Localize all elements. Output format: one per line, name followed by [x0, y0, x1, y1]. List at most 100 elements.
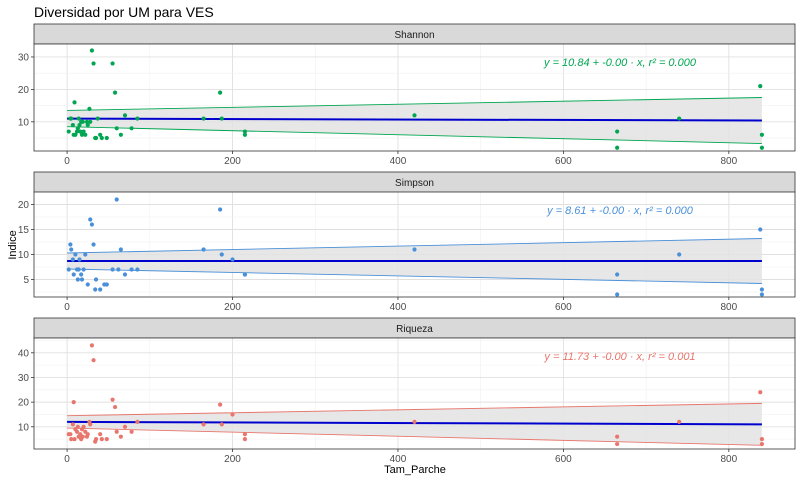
y-tick-label: 20	[18, 398, 30, 409]
data-point	[219, 252, 224, 257]
data-point	[242, 432, 248, 437]
data-point	[89, 48, 95, 53]
x-tick-label: 600	[555, 156, 572, 167]
data-point	[88, 119, 93, 124]
panel-border	[33, 191, 796, 298]
data-point	[122, 113, 128, 118]
data-point	[114, 429, 119, 434]
data-point	[104, 135, 109, 141]
x-tick-label: 200	[224, 156, 241, 167]
data-point	[79, 132, 85, 137]
y-tick-label: 20	[18, 200, 30, 211]
data-point	[77, 122, 82, 128]
data-point	[85, 432, 90, 437]
data-point	[615, 145, 620, 150]
y-tick-label: 40	[18, 348, 30, 359]
band-lower-line	[67, 126, 762, 144]
chart-panels: Shannon y = 10.84 + -0.00 · x, r² = 0.000…	[18, 23, 796, 465]
y-tick-label: 30	[18, 373, 30, 384]
x-tick-label: 800	[720, 156, 737, 167]
data-point	[201, 116, 206, 121]
data-point	[98, 287, 103, 292]
data-point	[201, 422, 206, 427]
data-point	[129, 126, 134, 131]
data-point	[758, 227, 763, 232]
x-axis-title: Tam_Parche	[384, 464, 446, 476]
data-point	[759, 292, 765, 297]
data-point	[75, 424, 80, 429]
data-point	[412, 419, 417, 424]
data-point	[83, 252, 88, 257]
data-point	[677, 116, 682, 121]
data-point	[615, 272, 620, 277]
data-point	[70, 257, 75, 262]
data-point	[759, 287, 765, 292]
data-point	[118, 434, 123, 439]
data-point	[122, 272, 128, 277]
panel-border	[33, 43, 796, 152]
data-point	[112, 404, 118, 410]
data-point	[75, 126, 80, 131]
regression-equation: y = 8.61 + -0.00 · x, r² = 0.000	[546, 205, 694, 217]
data-point	[118, 132, 123, 137]
panel-simpson: Simpson y = 8.61 + -0.00 · x, r² = 0.000 5…	[18, 171, 796, 313]
x-tick-label: 0	[64, 156, 70, 167]
data-point	[122, 424, 128, 429]
data-point	[615, 292, 620, 297]
data-point	[104, 282, 109, 287]
data-point	[89, 222, 95, 227]
x-tick-label: 400	[390, 454, 407, 465]
x-tick-label: 600	[555, 302, 572, 313]
data-point	[104, 437, 109, 442]
data-point	[68, 432, 73, 437]
data-point	[81, 267, 86, 272]
y-tick-label: 5	[23, 275, 29, 286]
x-tick-label: 400	[390, 156, 407, 167]
data-point	[80, 434, 85, 439]
data-point	[71, 272, 76, 277]
data-point	[69, 116, 74, 121]
data-point	[112, 90, 118, 95]
y-tick-label: 10	[18, 422, 30, 433]
data-point	[73, 252, 78, 257]
data-point	[66, 267, 71, 272]
x-tick-label: 600	[555, 454, 572, 465]
data-point	[83, 132, 88, 137]
data-point	[110, 397, 115, 402]
data-point	[118, 247, 123, 252]
data-point	[218, 402, 223, 407]
data-point	[93, 277, 99, 282]
data-point	[93, 437, 99, 442]
data-point	[759, 132, 765, 137]
data-point	[69, 437, 74, 442]
data-point	[759, 437, 765, 442]
regression-equation: y = 11.73 + -0.00 · x, r² = 0.001	[543, 351, 695, 363]
facet-label: Shannon	[394, 30, 434, 41]
data-point	[74, 129, 80, 134]
data-point	[242, 272, 248, 277]
data-point	[98, 432, 103, 437]
y-tick-label: 15	[18, 225, 30, 236]
data-point	[77, 257, 82, 262]
data-point	[73, 132, 78, 137]
y-axis-title: Indice	[7, 230, 19, 259]
data-point	[70, 122, 75, 128]
data-point	[135, 267, 140, 272]
data-point	[88, 217, 93, 222]
data-point	[615, 434, 620, 439]
y-tick-label: 30	[18, 52, 30, 63]
y-tick-label: 20	[18, 85, 30, 96]
data-point	[412, 247, 417, 252]
band-upper-line	[67, 238, 762, 254]
data-point	[81, 129, 86, 134]
data-point	[84, 119, 90, 124]
y-tick-label: 10	[18, 250, 30, 261]
panel-border	[33, 337, 796, 450]
data-point	[114, 197, 119, 202]
data-point	[91, 61, 96, 66]
data-point	[129, 267, 134, 272]
x-tick-label: 800	[720, 454, 737, 465]
data-point	[91, 358, 96, 363]
data-point	[80, 119, 85, 124]
data-point	[218, 90, 223, 95]
